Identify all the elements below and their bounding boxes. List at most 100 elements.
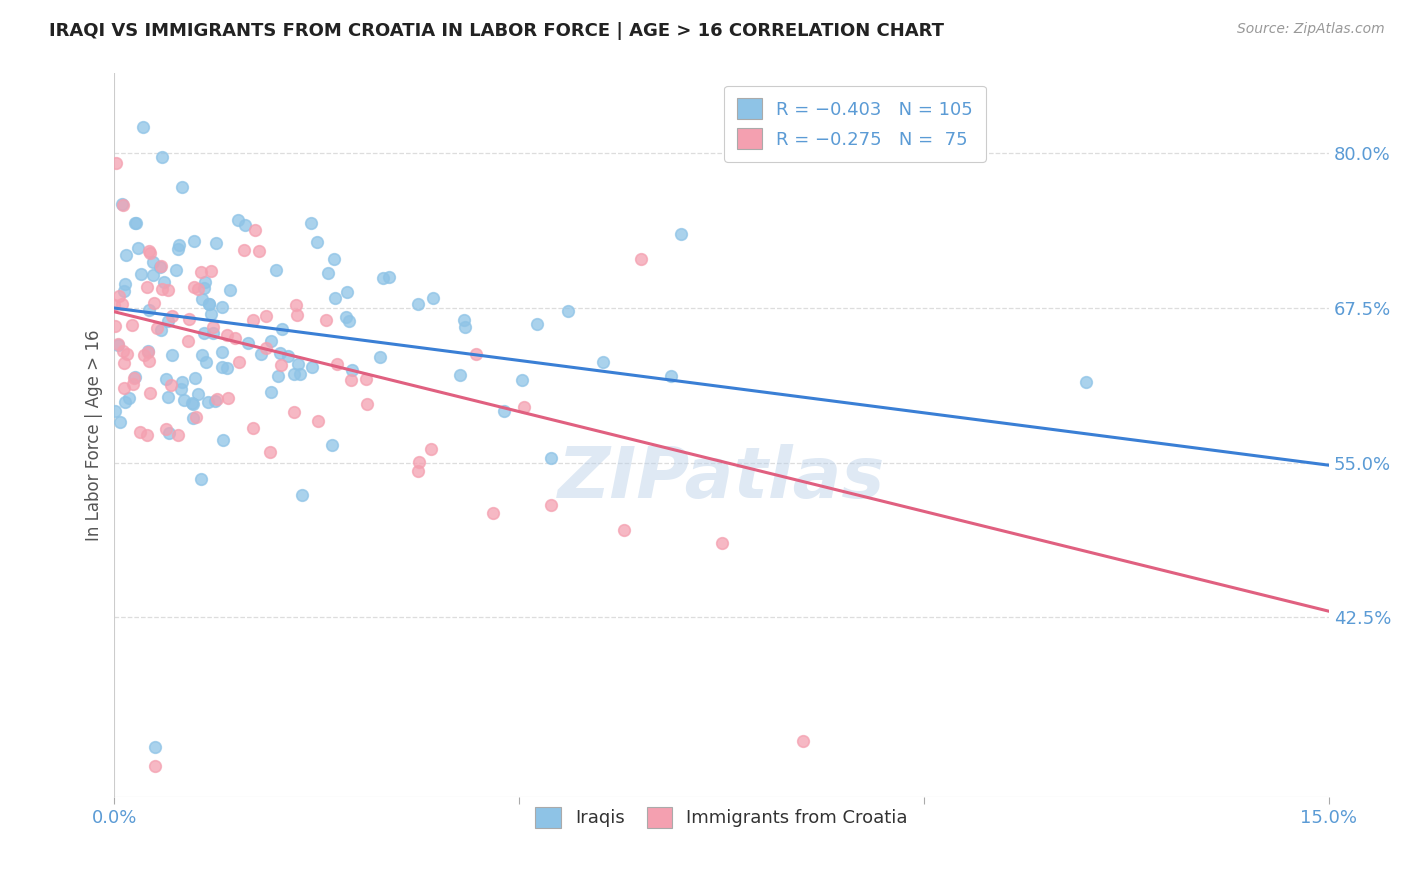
Point: [211, 300, 233, 314]
Point: [267, 368, 290, 383]
Point: [110, 415, 132, 429]
Point: [124, 371, 146, 385]
Point: [205, 392, 228, 407]
Point: [183, 234, 205, 248]
Point: [166, 242, 188, 256]
Point: [215, 327, 238, 342]
Point: [195, 354, 218, 368]
Point: [335, 310, 357, 324]
Point: [129, 425, 152, 439]
Point: [155, 372, 177, 386]
Point: [201, 326, 224, 340]
Point: [510, 373, 533, 387]
Point: [177, 312, 200, 326]
Point: [217, 392, 239, 406]
Point: [453, 320, 475, 334]
Point: [200, 264, 222, 278]
Point: [155, 422, 177, 436]
Point: [236, 336, 259, 351]
Point: [181, 397, 204, 411]
Point: [406, 464, 429, 478]
Point: [114, 395, 136, 409]
Point: [107, 337, 129, 351]
Point: [129, 267, 152, 281]
Point: [136, 279, 159, 293]
Point: [204, 394, 226, 409]
Point: [283, 368, 305, 382]
Point: [166, 427, 188, 442]
Point: [211, 433, 233, 447]
Point: [315, 313, 337, 327]
Point: [115, 248, 138, 262]
Point: [269, 346, 291, 360]
Point: [301, 359, 323, 374]
Point: [254, 309, 277, 323]
Point: [419, 442, 441, 456]
Point: [284, 298, 307, 312]
Point: [157, 314, 180, 328]
Point: [243, 223, 266, 237]
Point: [139, 245, 162, 260]
Point: [186, 410, 208, 425]
Point: [115, 347, 138, 361]
Point: [153, 275, 176, 289]
Point: [211, 344, 233, 359]
Point: [181, 410, 204, 425]
Point: [125, 216, 148, 230]
Point: [194, 275, 217, 289]
Point: [247, 244, 270, 258]
Point: [149, 260, 172, 274]
Point: [354, 372, 377, 386]
Point: [1074, 376, 1097, 390]
Point: [200, 307, 222, 321]
Point: [322, 252, 344, 266]
Point: [170, 375, 193, 389]
Point: [124, 370, 146, 384]
Point: [197, 297, 219, 311]
Point: [453, 313, 475, 327]
Text: IRAQI VS IMMIGRANTS FROM CROATIA IN LABOR FORCE | AGE > 16 CORRELATION CHART: IRAQI VS IMMIGRANTS FROM CROATIA IN LABO…: [49, 22, 945, 40]
Point: [291, 488, 314, 502]
Point: [217, 361, 239, 376]
Point: [139, 386, 162, 401]
Point: [288, 367, 311, 381]
Point: [226, 213, 249, 227]
Point: [103, 298, 125, 312]
Point: [283, 405, 305, 419]
Point: [146, 321, 169, 335]
Point: [160, 348, 183, 362]
Point: [104, 156, 127, 170]
Point: [224, 331, 246, 345]
Point: [242, 313, 264, 327]
Point: [336, 285, 359, 300]
Point: [422, 291, 444, 305]
Point: [104, 319, 127, 334]
Point: [285, 308, 308, 322]
Point: [339, 373, 361, 387]
Point: [287, 357, 309, 371]
Point: [173, 392, 195, 407]
Point: [112, 381, 135, 395]
Point: [143, 740, 166, 755]
Point: [669, 227, 692, 241]
Point: [513, 400, 536, 414]
Point: [316, 266, 339, 280]
Point: [160, 377, 183, 392]
Point: [167, 238, 190, 252]
Point: [378, 270, 401, 285]
Point: [368, 350, 391, 364]
Point: [526, 317, 548, 331]
Point: [465, 347, 488, 361]
Point: [592, 355, 614, 369]
Point: [406, 297, 429, 311]
Point: [114, 277, 136, 291]
Point: [250, 347, 273, 361]
Point: [112, 356, 135, 370]
Point: [183, 280, 205, 294]
Point: [127, 241, 149, 255]
Point: [122, 377, 145, 392]
Point: [260, 334, 283, 348]
Point: [613, 523, 636, 537]
Point: [107, 289, 129, 303]
Point: [340, 363, 363, 377]
